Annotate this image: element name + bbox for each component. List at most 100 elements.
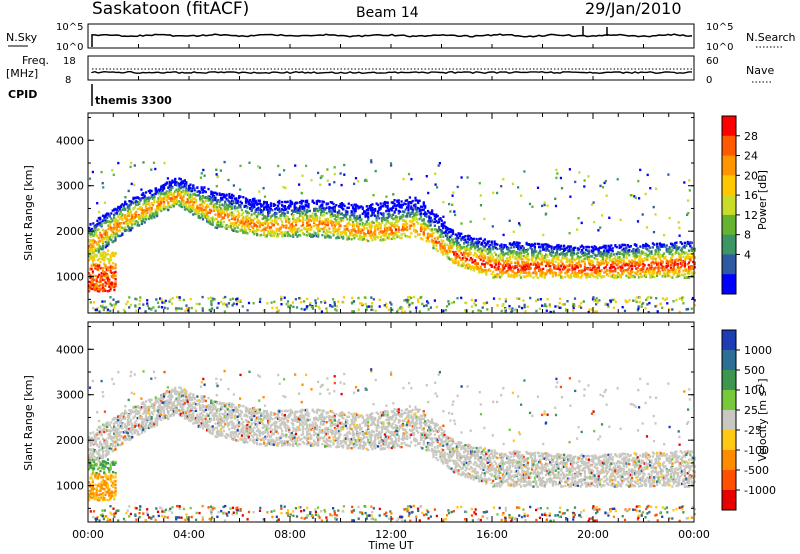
power-cell xyxy=(406,212,409,215)
power-cell xyxy=(503,252,506,256)
power-cell xyxy=(417,201,420,204)
power-cell xyxy=(529,275,532,278)
power-cell xyxy=(625,247,628,250)
power-cell xyxy=(528,267,531,270)
power-cell xyxy=(244,210,248,213)
power-cell xyxy=(587,258,591,261)
power-cell xyxy=(649,255,652,258)
power-cell xyxy=(163,192,166,195)
power-cell xyxy=(539,274,542,277)
power-cell xyxy=(582,259,585,263)
power-cell xyxy=(549,261,552,265)
power-cell xyxy=(550,259,553,263)
power-cell xyxy=(179,205,182,208)
power-cell xyxy=(139,215,142,218)
power-cell xyxy=(91,287,94,291)
power-cell xyxy=(501,247,504,250)
power-cell xyxy=(635,249,638,253)
power-cell xyxy=(428,233,431,237)
power-cell xyxy=(657,253,660,256)
power-cell xyxy=(682,269,685,272)
power-cell xyxy=(369,204,373,207)
power-cell xyxy=(106,242,109,245)
power-cell xyxy=(114,235,117,239)
power-cell xyxy=(165,198,168,201)
power-cell xyxy=(157,205,160,208)
power-cell xyxy=(256,229,259,232)
power-cell xyxy=(646,258,649,261)
power-cell xyxy=(611,266,614,269)
power-cell xyxy=(318,221,321,224)
power-cell xyxy=(633,251,636,254)
power-cell xyxy=(639,256,642,259)
power-cell xyxy=(239,206,242,209)
power-cell xyxy=(374,237,377,240)
power-cell xyxy=(336,233,339,236)
power-cell xyxy=(647,245,650,248)
power-cell xyxy=(265,226,268,229)
power-cell xyxy=(451,250,455,254)
power-cell xyxy=(597,269,600,272)
power-cell xyxy=(321,200,324,203)
power-cell xyxy=(272,202,275,206)
power-cell xyxy=(637,276,641,279)
power-cell xyxy=(411,219,414,222)
power-cell xyxy=(214,217,217,221)
power-cell xyxy=(539,252,542,255)
power-cell xyxy=(135,220,138,223)
power-cell xyxy=(540,275,543,278)
power-cell xyxy=(324,208,327,211)
power-cell xyxy=(163,186,166,189)
power-cell xyxy=(519,251,523,254)
power-cell xyxy=(611,261,614,264)
power-cell xyxy=(426,220,430,223)
power-cell xyxy=(690,248,693,252)
power-cell xyxy=(204,196,207,199)
power-cell xyxy=(521,258,524,261)
power-cell xyxy=(436,237,439,240)
power-cell xyxy=(569,249,573,252)
power-cell xyxy=(379,239,382,242)
power-cell xyxy=(422,231,425,234)
power-cell xyxy=(622,249,625,252)
power-cell xyxy=(464,251,467,255)
power-cell xyxy=(88,226,91,230)
power-cell xyxy=(354,235,357,238)
power-cell xyxy=(268,231,271,234)
power-cell xyxy=(407,207,410,210)
power-cell xyxy=(109,266,112,269)
power-cell xyxy=(96,234,99,238)
power-cell xyxy=(628,254,631,257)
power-cell xyxy=(93,251,96,254)
power-cell xyxy=(661,245,664,248)
power-cell xyxy=(351,234,355,237)
power-cell xyxy=(662,252,666,255)
power-cell xyxy=(404,227,407,231)
power-cell xyxy=(475,267,478,271)
power-cell xyxy=(142,214,145,217)
power-cell xyxy=(564,256,567,260)
power-cell xyxy=(524,262,527,265)
power-cell xyxy=(554,274,557,277)
power-cell xyxy=(174,202,177,206)
power-cell xyxy=(154,213,157,216)
power-cell xyxy=(524,263,527,266)
power-cell xyxy=(426,233,430,236)
power-cell xyxy=(322,230,325,233)
power-cell xyxy=(635,255,638,258)
power-cell xyxy=(567,270,570,273)
power-cell xyxy=(687,270,691,273)
power-cell xyxy=(556,255,559,259)
power-cell xyxy=(464,238,467,241)
power-cell xyxy=(101,251,105,254)
power-cell xyxy=(344,211,348,215)
power-cell xyxy=(113,209,116,212)
power-cell xyxy=(660,245,663,248)
power-cell xyxy=(515,244,518,247)
power-cell xyxy=(440,219,443,222)
power-cell xyxy=(299,205,302,208)
power-cell xyxy=(640,252,643,255)
power-cell xyxy=(544,272,548,275)
power-cell xyxy=(514,275,517,278)
power-cell xyxy=(94,233,98,237)
